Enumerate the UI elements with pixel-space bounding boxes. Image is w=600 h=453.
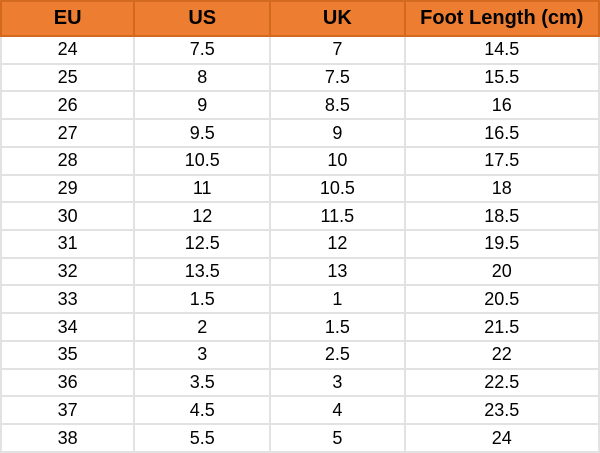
table-row: 35 3 2.5 22 [0,339,600,370]
cell-eu: 30 [0,201,136,232]
cell-us: 7.5 [133,35,272,65]
cell-uk: 8.5 [269,90,406,121]
cell-uk: 2.5 [269,339,406,370]
cell-us: 9.5 [133,118,272,148]
cell-eu: 33 [0,284,136,315]
cell-us: 5.5 [133,423,272,453]
cell-eu: 35 [0,339,136,370]
cell-us: 10.5 [133,145,272,176]
cell-uk: 1 [269,284,406,315]
cell-foot-length-cm: 20 [403,256,600,287]
table-row: 29 11 10.5 18 [0,173,600,204]
cell-uk: 1.5 [269,312,406,342]
cell-foot-length-cm: 20.5 [403,284,600,315]
table-row: 37 4.5 4 23.5 [0,395,600,426]
cell-eu: 37 [0,395,136,426]
cell-eu: 36 [0,367,136,398]
table-row: 24 7.5 7 14.5 [0,35,600,65]
cell-foot-length-cm: 21.5 [403,312,600,342]
cell-us: 13.5 [133,256,272,287]
table-row: 25 8 7.5 15.5 [0,62,600,93]
table-body: 24 7.5 7 14.5 25 8 7.5 15.5 26 9 8.5 16 27 9.5 9 16.5 28… [0,35,600,453]
cell-eu: 38 [0,423,136,453]
table-row: 31 12.5 12 19.5 [0,229,600,259]
cell-us: 9 [133,90,272,121]
header-cell-foot-length-cm: Foot Length (cm) [403,0,600,37]
cell-uk: 4 [269,395,406,426]
table-row: 27 9.5 9 16.5 [0,118,600,148]
cell-eu: 29 [0,173,136,204]
cell-us: 12 [133,201,272,232]
cell-uk: 5 [269,423,406,453]
cell-uk: 7 [269,35,406,65]
cell-eu: 27 [0,118,136,148]
cell-us: 4.5 [133,395,272,426]
cell-uk: 9 [269,118,406,148]
cell-eu: 26 [0,90,136,121]
cell-foot-length-cm: 22 [403,339,600,370]
cell-us: 2 [133,312,272,342]
cell-foot-length-cm: 15.5 [403,62,600,93]
header-cell-us: US [133,0,272,37]
cell-uk: 11.5 [269,201,406,232]
cell-uk: 10 [269,145,406,176]
table-row: 34 2 1.5 21.5 [0,312,600,342]
cell-us: 1.5 [133,284,272,315]
table-row: 38 5.5 5 24 [0,423,600,453]
table-header: EU US UK Foot Length (cm) [0,0,600,37]
cell-us: 8 [133,62,272,93]
cell-uk: 7.5 [269,62,406,93]
cell-eu: 34 [0,312,136,342]
cell-foot-length-cm: 16 [403,90,600,121]
table-row: 36 3.5 3 22.5 [0,367,600,398]
cell-us: 3.5 [133,367,272,398]
header-cell-uk: UK [269,0,406,37]
header-row: EU US UK Foot Length (cm) [0,0,600,37]
cell-foot-length-cm: 23.5 [403,395,600,426]
cell-uk: 10.5 [269,173,406,204]
cell-foot-length-cm: 19.5 [403,229,600,259]
cell-foot-length-cm: 16.5 [403,118,600,148]
cell-us: 12.5 [133,229,272,259]
cell-foot-length-cm: 14.5 [403,35,600,65]
cell-foot-length-cm: 22.5 [403,367,600,398]
cell-foot-length-cm: 18 [403,173,600,204]
cell-foot-length-cm: 24 [403,423,600,453]
cell-foot-length-cm: 17.5 [403,145,600,176]
cell-eu: 28 [0,145,136,176]
header-cell-eu: EU [0,0,136,37]
table-row: 33 1.5 1 20.5 [0,284,600,315]
cell-uk: 3 [269,367,406,398]
cell-eu: 32 [0,256,136,287]
cell-eu: 31 [0,229,136,259]
cell-us: 3 [133,339,272,370]
table-row: 28 10.5 10 17.5 [0,145,600,176]
cell-eu: 24 [0,35,136,65]
cell-uk: 12 [269,229,406,259]
cell-foot-length-cm: 18.5 [403,201,600,232]
cell-eu: 25 [0,62,136,93]
table-row: 26 9 8.5 16 [0,90,600,121]
table-row: 30 12 11.5 18.5 [0,201,600,232]
cell-uk: 13 [269,256,406,287]
table-row: 32 13.5 13 20 [0,256,600,287]
cell-us: 11 [133,173,272,204]
